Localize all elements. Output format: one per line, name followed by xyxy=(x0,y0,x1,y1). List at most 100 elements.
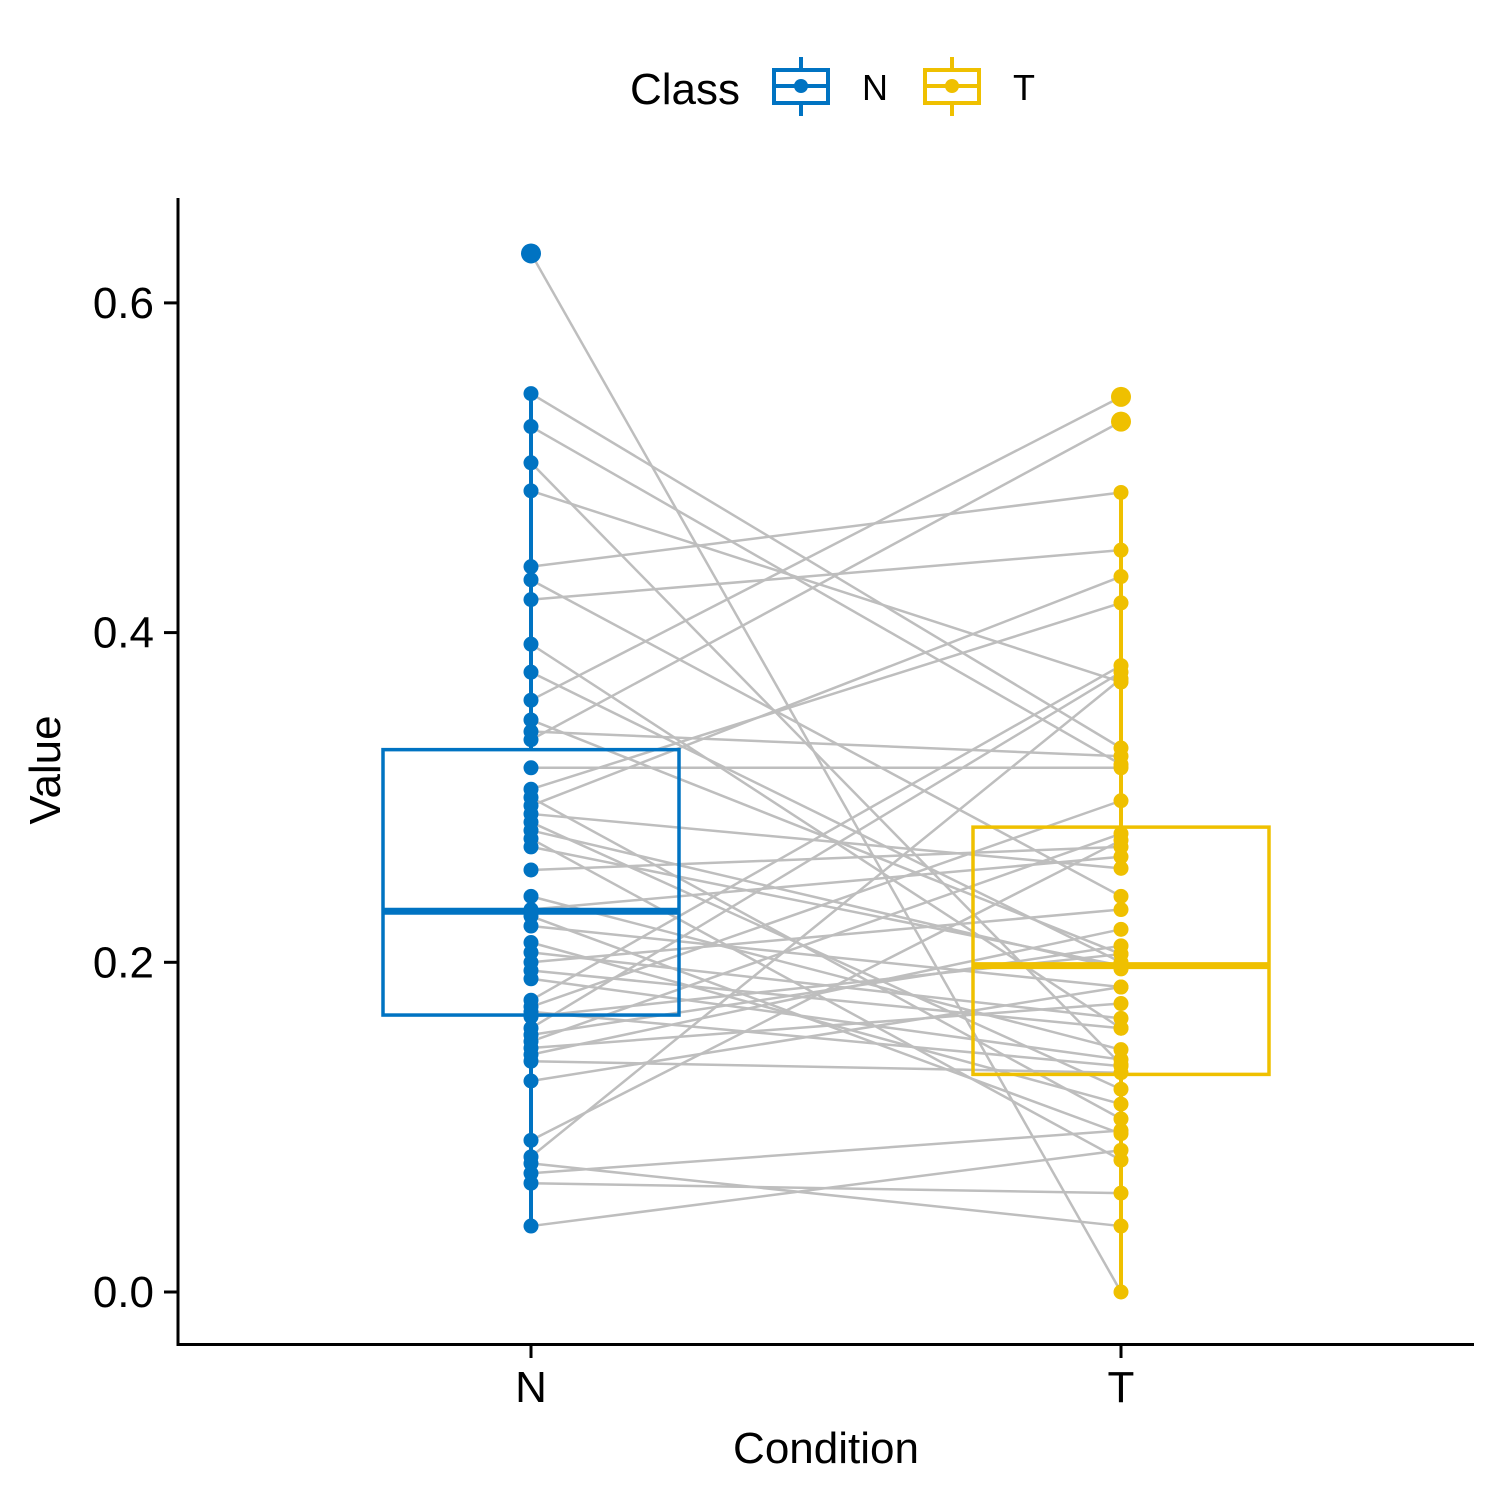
data-point-n xyxy=(523,862,539,878)
pair-line xyxy=(530,839,1122,1142)
y-ticks: 0.0 0.2 0.4 0.6 xyxy=(93,279,178,1317)
data-point-n xyxy=(523,692,539,708)
pair-line xyxy=(530,924,1122,989)
data-point-t xyxy=(1113,595,1129,611)
pair-line xyxy=(530,601,1122,791)
data-point-t xyxy=(1113,1111,1129,1127)
paired-lines xyxy=(529,252,1123,1293)
pair-line xyxy=(530,895,1122,1051)
data-point-t xyxy=(1113,1142,1129,1158)
x-axis-title: Condition xyxy=(733,1424,919,1473)
data-point-n xyxy=(523,1218,539,1234)
data-point-t xyxy=(1113,542,1129,558)
pair-line xyxy=(530,671,1122,1030)
pair-line xyxy=(530,1162,1122,1228)
data-point-n xyxy=(523,839,539,855)
data-point-t xyxy=(1113,389,1129,405)
pair-line xyxy=(529,252,1123,1293)
legend-key-n xyxy=(772,57,830,116)
x-tick-label: N xyxy=(515,1363,547,1412)
data-point-t xyxy=(1113,760,1129,776)
data-point-n xyxy=(523,455,539,471)
data-point-n xyxy=(523,592,539,608)
data-point-t xyxy=(1113,938,1129,954)
pair-line xyxy=(530,395,1122,702)
data-point-t xyxy=(1113,888,1129,904)
legend-label-n: N xyxy=(862,67,888,108)
data-point-n xyxy=(523,971,539,987)
pair-line xyxy=(530,985,1122,1083)
legend-label-t: T xyxy=(1013,67,1035,108)
x-tick-label: T xyxy=(1108,1363,1135,1412)
pair-line xyxy=(530,392,1122,750)
data-point-t xyxy=(1113,979,1129,995)
legend-title: Class xyxy=(630,65,740,114)
pair-line xyxy=(530,575,1122,807)
data-point-n xyxy=(523,245,539,261)
pair-line xyxy=(530,578,1122,898)
y-tick-label: 0.4 xyxy=(93,609,154,658)
data-point-n xyxy=(523,572,539,588)
data-point-t xyxy=(1113,921,1129,937)
pair-line xyxy=(530,812,1122,870)
data-point-t xyxy=(1113,1284,1129,1300)
data-point-t xyxy=(1113,414,1129,430)
pair-line xyxy=(530,855,1122,911)
pair-line xyxy=(530,491,1122,568)
pair-line xyxy=(530,730,1122,758)
y-tick-label: 0.6 xyxy=(93,279,154,328)
data-point-n xyxy=(523,732,539,748)
data-point-t xyxy=(1113,860,1129,876)
data-point-n xyxy=(523,636,539,652)
data-point-t xyxy=(1113,1218,1129,1234)
data-point-n xyxy=(523,888,539,904)
data-point-n xyxy=(523,559,539,575)
data-point-n xyxy=(523,1073,539,1089)
data-point-n xyxy=(523,419,539,435)
data-point-t xyxy=(1113,484,1129,500)
pair-line xyxy=(530,1002,1122,1050)
data-point-n xyxy=(523,712,539,728)
data-point-n xyxy=(523,1009,539,1025)
pair-line xyxy=(530,664,1122,1002)
pair-line xyxy=(530,1148,1122,1228)
data-point-t xyxy=(1113,793,1129,809)
data-points xyxy=(523,245,1129,1300)
pair-line xyxy=(530,908,1122,964)
data-point-t xyxy=(1113,1096,1129,1112)
data-point-t xyxy=(1113,1122,1129,1138)
data-point-n xyxy=(523,1175,539,1191)
data-point-t xyxy=(1113,996,1129,1012)
pair-line xyxy=(530,420,1122,741)
data-point-t xyxy=(1113,902,1129,918)
pair-line xyxy=(530,796,1122,1121)
data-point-n xyxy=(523,760,539,776)
pair-line xyxy=(530,977,1122,1061)
data-point-n xyxy=(523,386,539,402)
data-point-t xyxy=(1113,569,1129,585)
legend-key-t-point xyxy=(945,79,959,93)
pair-line xyxy=(530,489,1122,684)
legend-key-t xyxy=(923,57,981,116)
pair-line xyxy=(530,1059,1122,1074)
pair-line xyxy=(530,548,1122,601)
data-point-t xyxy=(1113,671,1129,687)
data-point-n xyxy=(523,918,539,934)
data-point-n xyxy=(523,1053,539,1069)
data-point-t xyxy=(1113,958,1129,974)
data-point-t xyxy=(1113,849,1129,865)
data-point-t xyxy=(1113,1081,1129,1097)
data-point-t xyxy=(1113,1185,1129,1201)
data-point-t xyxy=(1113,832,1129,848)
legend-key-n-point xyxy=(794,79,808,93)
data-point-t xyxy=(1113,1020,1129,1036)
data-point-t xyxy=(1113,748,1129,764)
y-tick-label: 0.2 xyxy=(93,938,154,987)
pair-line xyxy=(530,832,1122,1043)
data-point-n xyxy=(523,1132,539,1148)
y-tick-label: 0.0 xyxy=(93,1268,154,1317)
data-point-t xyxy=(1113,1065,1129,1081)
